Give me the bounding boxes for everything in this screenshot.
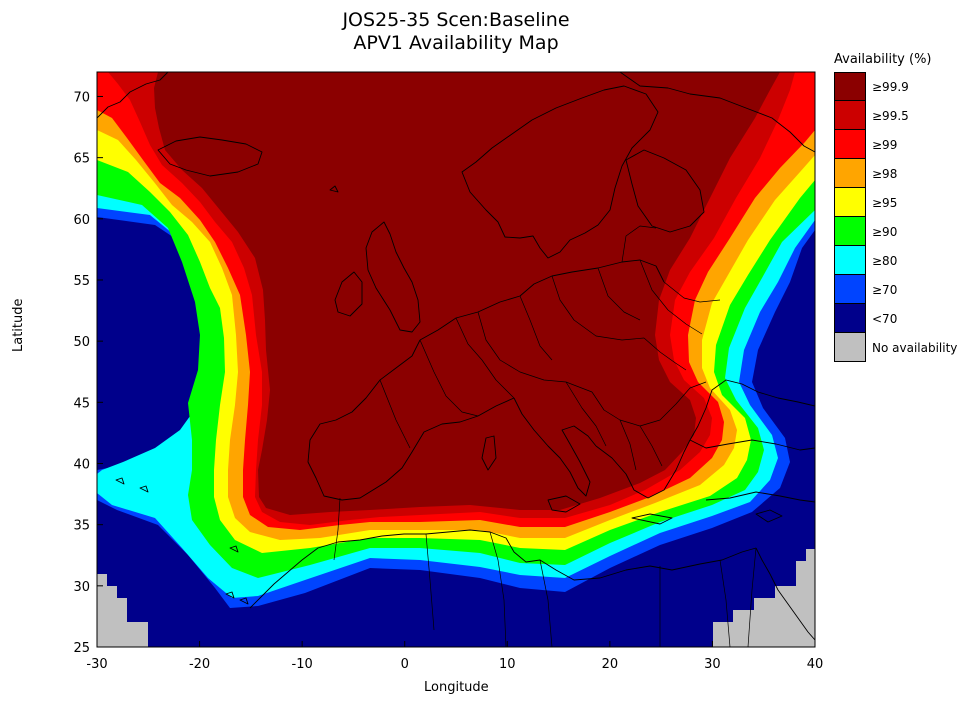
legend-label: ≥99: [872, 137, 898, 152]
y-tick-label: 60: [73, 213, 90, 228]
legend-label: ≥70: [872, 282, 898, 297]
x-tick-label: -10: [292, 657, 313, 672]
map-title-line-1: JOS25-35 Scen:Baseline: [342, 9, 570, 31]
no-availability-region-west: [97, 574, 148, 647]
map-frame: [96, 71, 816, 648]
legend-item: ≥99: [834, 130, 958, 159]
legend-label: ≥80: [872, 253, 898, 268]
legend-items: ≥99.9 ≥99.5 ≥99 ≥98 ≥95 ≥90 ≥80 ≥70 <70 No availa…: [834, 72, 958, 362]
y-tick-label: 50: [73, 335, 90, 350]
y-tick-label: 45: [73, 396, 90, 411]
legend-swatch: [834, 188, 866, 217]
legend-label: ≥99.9: [872, 79, 909, 94]
legend-item: ≥70: [834, 275, 958, 304]
x-axis-ticks: -30 -20 -10 0 10 20 30 40: [86, 641, 823, 672]
y-tick-label: 40: [73, 457, 90, 472]
legend-title: Availability (%): [834, 52, 932, 67]
y-tick-label: 35: [73, 519, 90, 534]
legend-label: ≥95: [872, 195, 898, 210]
legend-swatch: [834, 101, 866, 130]
legend-label: ≥98: [872, 166, 898, 181]
y-axis-title: Latitude: [11, 298, 26, 352]
x-tick-label: -30: [86, 657, 107, 672]
availability-legend: Availability (%) ≥99.9 ≥99.5 ≥99 ≥98 ≥95 ≥90 ≥…: [834, 52, 958, 362]
x-tick-label: -20: [189, 657, 210, 672]
legend-swatch: [834, 130, 866, 159]
map-title-line-2: APV1 Availability Map: [353, 32, 559, 54]
legend-label: ≥90: [872, 224, 898, 239]
x-axis-title: Longitude: [424, 680, 489, 695]
y-tick-label: 30: [73, 580, 90, 595]
legend-item: ≥80: [834, 246, 958, 275]
legend-item: No availability: [834, 333, 958, 362]
legend-swatch: [834, 159, 866, 188]
x-tick-label: 10: [499, 657, 516, 672]
legend-label: <70: [872, 311, 898, 326]
y-tick-label: 70: [73, 90, 90, 105]
coastline-outline: [97, 72, 815, 641]
legend-swatch: [834, 72, 866, 101]
legend-swatch: [834, 304, 866, 333]
y-tick-label: 25: [73, 641, 90, 656]
y-tick-label: 65: [73, 152, 90, 167]
legend-swatch: [834, 275, 866, 304]
no-availability-region-east: [713, 549, 815, 647]
legend-label: No availability: [872, 340, 958, 355]
y-axis-ticks: 25 30 35 40 45 50 55 60 65 70: [73, 90, 103, 656]
legend-item: <70: [834, 304, 958, 333]
x-tick-label: 20: [602, 657, 619, 672]
legend-label: ≥99.5: [872, 108, 909, 123]
x-tick-label: 30: [704, 657, 721, 672]
legend-swatch: [834, 246, 866, 275]
legend-item: ≥98: [834, 159, 958, 188]
legend-item: ≥99.9: [834, 72, 958, 101]
x-tick-label: 40: [807, 657, 824, 672]
legend-swatch: [834, 333, 866, 362]
x-tick-label: 0: [401, 657, 409, 672]
availability-map-area: [97, 72, 815, 647]
legend-item: ≥95: [834, 188, 958, 217]
legend-item: ≥99.5: [834, 101, 958, 130]
country-borders: [333, 225, 757, 647]
legend-swatch: [834, 217, 866, 246]
y-tick-label: 55: [73, 274, 90, 289]
legend-item: ≥90: [834, 217, 958, 246]
